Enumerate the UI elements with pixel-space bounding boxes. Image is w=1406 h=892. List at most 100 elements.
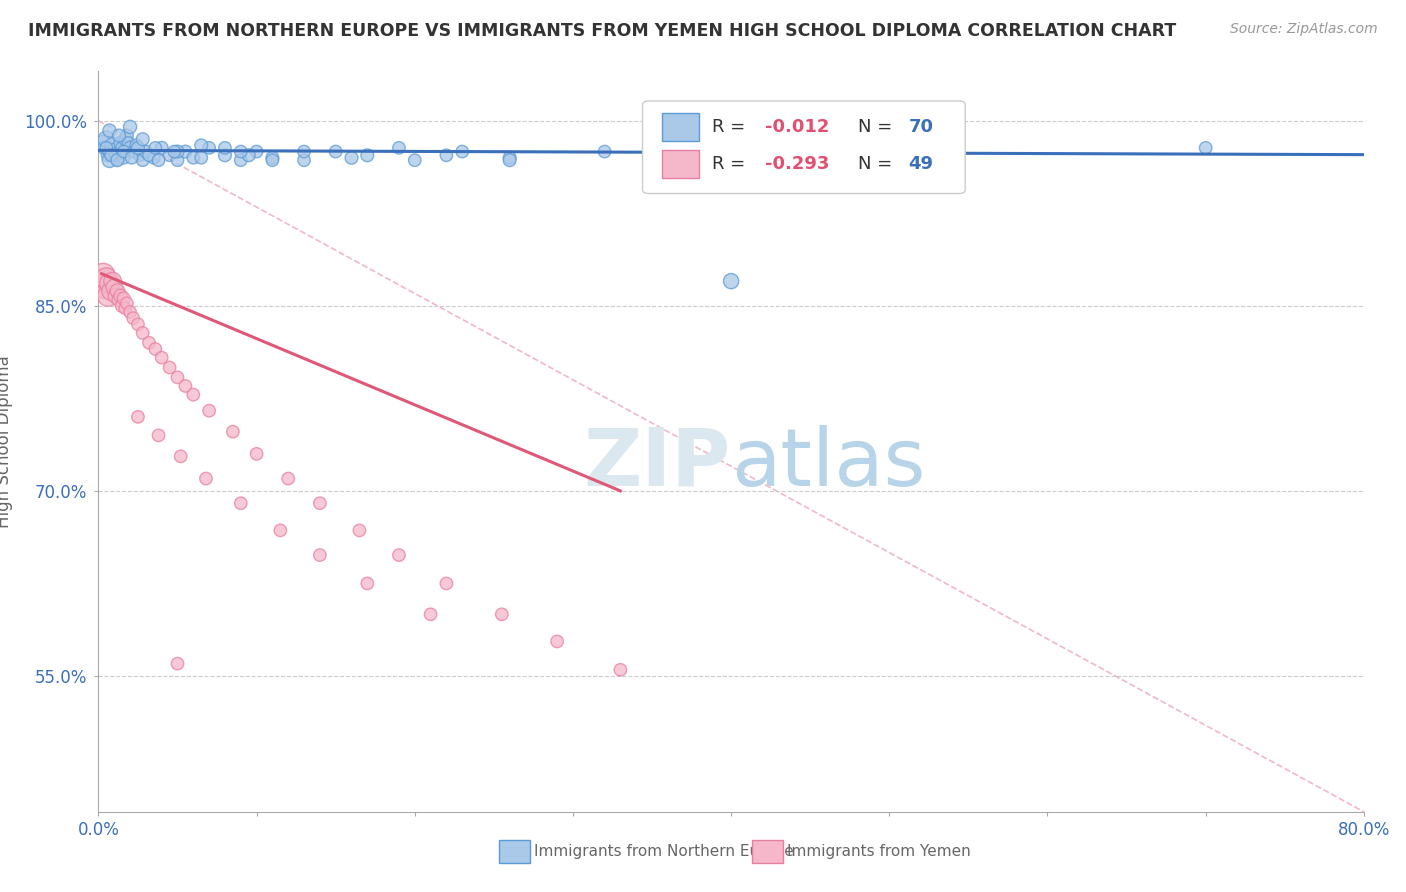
Point — [107, 153, 129, 168]
Text: N =: N = — [858, 118, 897, 136]
Point — [436, 576, 458, 591]
Point — [97, 289, 120, 303]
Point — [262, 151, 284, 165]
Point — [159, 360, 181, 375]
Point — [115, 296, 138, 310]
Point — [238, 148, 260, 162]
Point — [108, 293, 131, 307]
Point — [498, 151, 520, 165]
Point — [110, 289, 132, 303]
Text: -0.012: -0.012 — [765, 118, 830, 136]
Point — [112, 145, 135, 159]
Point — [128, 148, 150, 162]
Text: Immigrants from Northern Europe: Immigrants from Northern Europe — [534, 845, 794, 859]
Point — [96, 271, 118, 285]
FancyBboxPatch shape — [661, 112, 699, 141]
Point — [609, 663, 631, 677]
Point — [388, 548, 411, 562]
Point — [388, 141, 411, 155]
Point — [122, 145, 145, 159]
Point — [91, 136, 114, 150]
Point — [127, 318, 149, 332]
Point — [115, 128, 138, 143]
Point — [132, 132, 155, 146]
Point — [174, 145, 197, 159]
Point — [309, 548, 332, 562]
Point — [419, 607, 441, 622]
Point — [183, 387, 205, 401]
Point — [593, 145, 616, 159]
Point — [229, 153, 252, 168]
Text: atlas: atlas — [731, 425, 925, 503]
Point — [107, 284, 129, 298]
Point — [120, 141, 141, 155]
Point — [148, 153, 170, 168]
Point — [132, 326, 155, 340]
Point — [114, 301, 136, 316]
Point — [451, 145, 474, 159]
Point — [309, 496, 332, 510]
Text: Source: ZipAtlas.com: Source: ZipAtlas.com — [1230, 22, 1378, 37]
Point — [292, 153, 315, 168]
Point — [100, 148, 122, 162]
Point — [121, 151, 143, 165]
Point — [222, 425, 245, 439]
Point — [292, 145, 315, 159]
Point — [150, 141, 173, 155]
Point — [169, 450, 191, 464]
Y-axis label: High School Diploma: High School Diploma — [0, 355, 13, 528]
Text: Immigrants from Yemen: Immigrants from Yemen — [787, 845, 972, 859]
Point — [90, 274, 112, 288]
Point — [183, 151, 205, 165]
Point — [498, 153, 520, 168]
Point — [132, 153, 155, 168]
Point — [229, 145, 252, 159]
Point — [108, 128, 131, 143]
Point — [166, 153, 188, 168]
Point — [100, 284, 122, 298]
Point — [101, 138, 124, 153]
Point — [120, 305, 141, 319]
Point — [98, 123, 121, 137]
FancyBboxPatch shape — [643, 101, 966, 194]
Text: 70: 70 — [908, 118, 934, 136]
Point — [277, 472, 299, 486]
Point — [214, 141, 236, 155]
Point — [491, 607, 513, 622]
Point — [166, 370, 188, 384]
Point — [174, 379, 197, 393]
Point — [145, 342, 166, 356]
Point — [98, 277, 121, 291]
Point — [138, 335, 160, 350]
Point — [269, 524, 291, 538]
Point — [229, 496, 252, 510]
Point — [91, 268, 114, 282]
Point — [190, 151, 212, 165]
Point — [108, 145, 131, 159]
Point — [814, 145, 837, 159]
Point — [135, 145, 157, 159]
Point — [190, 138, 212, 153]
Point — [720, 274, 742, 288]
Point — [198, 141, 221, 155]
Point — [111, 141, 134, 155]
Point — [96, 141, 118, 155]
Point — [103, 280, 125, 294]
Text: 49: 49 — [908, 155, 934, 173]
Point — [546, 634, 568, 648]
Point — [325, 145, 347, 159]
Point — [127, 409, 149, 424]
Text: R =: R = — [711, 118, 751, 136]
Point — [142, 151, 165, 165]
Point — [111, 299, 134, 313]
Point — [148, 428, 170, 442]
Text: R =: R = — [711, 155, 751, 173]
Point — [97, 148, 120, 162]
Point — [198, 403, 221, 417]
Point — [101, 274, 124, 288]
Point — [96, 132, 118, 146]
Point — [100, 145, 122, 159]
Point — [122, 311, 145, 326]
Point — [340, 151, 363, 165]
Point — [214, 148, 236, 162]
